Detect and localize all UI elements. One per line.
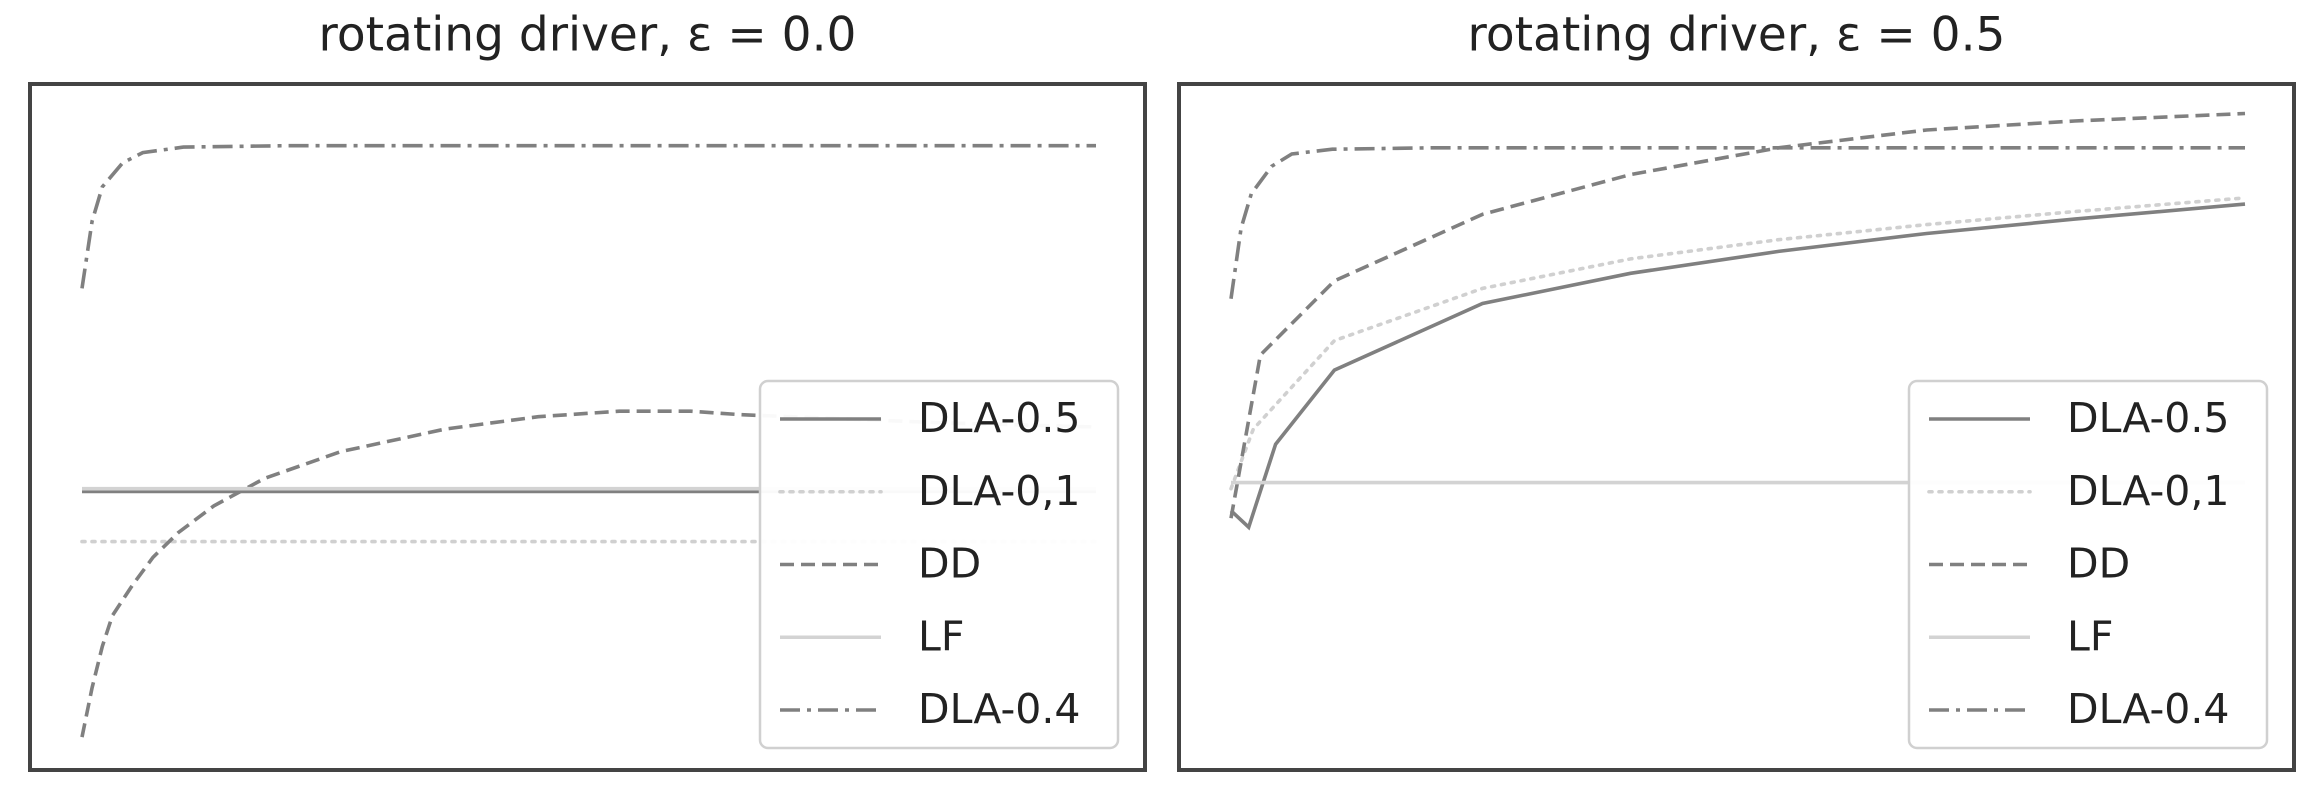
legend-box <box>1907 379 2269 750</box>
legend-label: LF <box>2067 612 2113 660</box>
legend-label: DLA-0.4 <box>918 685 1081 733</box>
series-line <box>1229 202 2246 531</box>
legend-label: DD <box>2067 540 2130 588</box>
series-line <box>1229 111 2246 519</box>
series-line <box>80 143 1096 289</box>
legend-label: DD <box>918 540 981 588</box>
chart-title: rotating driver, ε = 0.0 <box>319 8 857 63</box>
legend-label: DLA-0,1 <box>918 467 1081 515</box>
plot-area <box>1229 111 2247 531</box>
legend-label: DLA-0,1 <box>2067 467 2230 515</box>
legend-label: DLA-0.5 <box>2067 394 2230 442</box>
legend-box <box>758 379 1120 750</box>
legend: DLA-0.5 DLA-0,1 DD LF DLA-0.4 <box>758 379 1120 750</box>
frame <box>28 82 1147 772</box>
series-line <box>1229 146 2245 299</box>
series-line <box>1229 196 2247 491</box>
legend: DLA-0.5 DLA-0,1 DD LF DLA-0.4 <box>1907 379 2269 750</box>
legend-label: LF <box>918 612 964 660</box>
frame <box>1177 82 2296 772</box>
legend-label: DLA-0.4 <box>2067 685 2230 733</box>
chart-title: rotating driver, ε = 0.5 <box>1468 8 2006 63</box>
legend-label: DLA-0.5 <box>918 394 1081 442</box>
